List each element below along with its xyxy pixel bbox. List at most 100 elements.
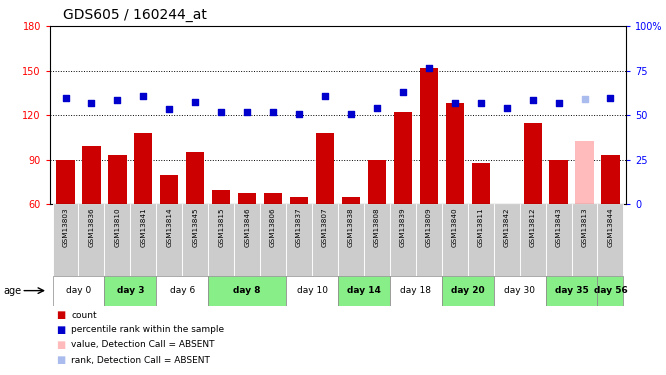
Bar <box>208 276 286 306</box>
Bar <box>186 152 204 204</box>
Bar <box>420 68 438 204</box>
Text: day 3: day 3 <box>117 286 144 295</box>
Point <box>527 98 538 104</box>
Bar <box>597 276 623 306</box>
Bar <box>446 104 464 204</box>
Bar <box>161 175 178 204</box>
Point <box>320 93 330 99</box>
Point <box>138 93 149 99</box>
Point <box>268 110 278 116</box>
Bar <box>342 197 360 204</box>
Text: day 8: day 8 <box>233 286 261 295</box>
Text: GDS605 / 160244_at: GDS605 / 160244_at <box>63 9 207 22</box>
Bar <box>394 112 412 204</box>
Text: GSM13839: GSM13839 <box>400 207 406 247</box>
Bar <box>575 141 593 204</box>
Text: GSM13841: GSM13841 <box>141 207 147 247</box>
Text: ■: ■ <box>57 325 66 335</box>
Text: day 35: day 35 <box>555 286 589 295</box>
Bar <box>286 204 312 276</box>
Bar <box>208 204 234 276</box>
Text: GSM13812: GSM13812 <box>529 207 535 247</box>
Text: GSM13809: GSM13809 <box>426 207 432 247</box>
Text: GSM13808: GSM13808 <box>374 207 380 247</box>
Bar <box>316 133 334 204</box>
Bar <box>519 204 545 276</box>
Text: age: age <box>3 286 21 296</box>
Point <box>372 105 382 111</box>
Point <box>60 94 71 100</box>
Point <box>579 96 590 102</box>
Bar <box>498 204 515 224</box>
Bar <box>157 204 182 276</box>
Point <box>164 106 174 112</box>
Bar <box>105 276 157 306</box>
Bar <box>264 192 282 204</box>
Text: GSM13803: GSM13803 <box>63 207 69 247</box>
Text: GSM13813: GSM13813 <box>581 207 587 247</box>
Point <box>242 110 252 116</box>
Bar <box>131 204 157 276</box>
Bar <box>53 204 79 276</box>
Bar <box>364 204 390 276</box>
Bar <box>390 204 416 276</box>
Text: ■: ■ <box>57 310 66 320</box>
Point <box>294 111 304 117</box>
Point <box>553 100 564 106</box>
Bar <box>390 276 442 306</box>
Point <box>424 65 434 71</box>
Text: GSM13844: GSM13844 <box>607 207 613 247</box>
Bar <box>549 160 567 204</box>
Text: day 20: day 20 <box>451 286 485 295</box>
Bar <box>157 276 208 306</box>
Bar <box>494 204 519 276</box>
Point <box>86 100 97 106</box>
Bar <box>468 204 494 276</box>
Text: day 30: day 30 <box>504 286 535 295</box>
Text: GSM13837: GSM13837 <box>296 207 302 247</box>
Text: count: count <box>71 310 97 320</box>
Bar <box>571 204 597 276</box>
Text: ■: ■ <box>57 340 66 350</box>
Bar <box>442 204 468 276</box>
Text: GSM13814: GSM13814 <box>166 207 172 247</box>
Bar <box>494 276 545 306</box>
Point <box>190 99 200 105</box>
Text: day 56: day 56 <box>593 286 627 295</box>
Text: day 18: day 18 <box>400 286 432 295</box>
Text: GSM13836: GSM13836 <box>89 207 95 247</box>
Bar <box>338 276 390 306</box>
Bar <box>83 147 101 204</box>
Bar <box>212 189 230 204</box>
Text: GSM13815: GSM13815 <box>218 207 224 247</box>
Text: GSM13806: GSM13806 <box>270 207 276 247</box>
Bar <box>523 123 541 204</box>
Bar <box>312 204 338 276</box>
Text: ■: ■ <box>57 355 66 365</box>
Text: day 0: day 0 <box>66 286 91 295</box>
Bar <box>601 155 619 204</box>
Bar <box>545 204 571 276</box>
Bar <box>238 192 256 204</box>
Bar <box>53 276 105 306</box>
Text: GSM13811: GSM13811 <box>478 207 484 247</box>
Bar <box>545 276 597 306</box>
Text: day 10: day 10 <box>296 286 328 295</box>
Bar <box>79 204 105 276</box>
Point <box>346 111 356 117</box>
Bar <box>290 197 308 204</box>
Bar <box>286 276 338 306</box>
Bar <box>135 133 153 204</box>
Text: day 14: day 14 <box>347 286 381 295</box>
Bar <box>442 276 494 306</box>
Text: GSM13807: GSM13807 <box>322 207 328 247</box>
Point <box>398 88 408 94</box>
Bar <box>182 204 208 276</box>
Point <box>450 100 460 106</box>
Text: GSM13843: GSM13843 <box>555 207 561 247</box>
Point <box>605 94 616 100</box>
Point <box>216 110 226 116</box>
Text: percentile rank within the sample: percentile rank within the sample <box>71 326 224 334</box>
Text: GSM13810: GSM13810 <box>115 207 121 247</box>
Text: GSM13840: GSM13840 <box>452 207 458 247</box>
